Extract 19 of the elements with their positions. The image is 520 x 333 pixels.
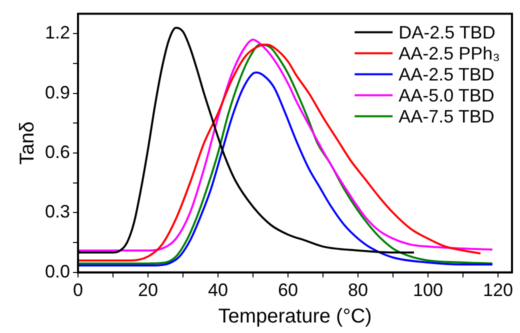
- x-axis-title: Temperature (°C): [218, 306, 372, 328]
- y-tick-label: 1.2: [44, 22, 70, 43]
- x-tick-label: 60: [278, 280, 298, 300]
- y-axis-title: Tanδ: [16, 121, 39, 165]
- x-tick-label: 120: [482, 280, 514, 300]
- x-tick-label: 40: [208, 280, 228, 300]
- x-tick-label: 100: [412, 280, 444, 300]
- y-tick-label: 0.9: [44, 82, 70, 102]
- legend-label: AA-2.5 TBD: [398, 64, 494, 84]
- legend-label: DA-2.5 TBD: [398, 22, 496, 42]
- y-tick-label: 0.0: [44, 261, 70, 282]
- y-tick-label: 0.6: [44, 142, 70, 162]
- x-tick-label: 0: [73, 280, 84, 300]
- legend-label: AA-7.5 TBD: [398, 106, 494, 126]
- x-tick-label: 80: [348, 280, 368, 300]
- x-tick-label: 20: [138, 280, 158, 300]
- y-tick-label: 0.3: [44, 202, 70, 222]
- legend-label: AA-2.5 PPh₃: [398, 43, 500, 64]
- legend-label: AA-5.0 TBD: [398, 85, 494, 106]
